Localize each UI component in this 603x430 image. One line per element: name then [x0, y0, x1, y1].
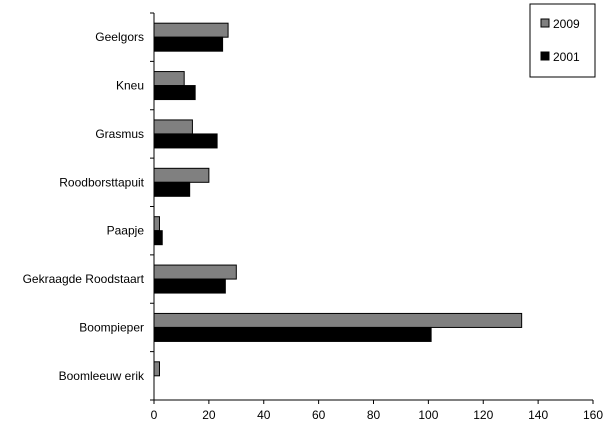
category-label: Gekraagde Roodstaart: [23, 272, 145, 286]
bar-2009-boomleeuw-erik: [153, 361, 160, 377]
category-label: Geelgors: [95, 30, 144, 44]
legend-box: [529, 3, 596, 78]
x-tick-label: 140: [528, 408, 548, 422]
legend-swatch: [540, 18, 550, 28]
bar-2009-paapje: [153, 216, 160, 232]
legend-label: 2009: [553, 17, 580, 31]
x-tick-label: 40: [257, 408, 271, 422]
x-tick-label: 80: [367, 408, 381, 422]
bar-2001-roodborsttapuit: [153, 181, 191, 197]
category-label: Roodborsttapuit: [59, 175, 144, 189]
x-tick-label: 20: [202, 408, 216, 422]
bar-2001-gekraagde-roodstaart: [153, 278, 226, 294]
axes: [150, 12, 594, 404]
bar-2001-geelgors: [153, 36, 224, 52]
x-tick-label: 0: [151, 408, 158, 422]
bar-2009-boompieper: [153, 312, 523, 328]
category-label: Boomleeuw erik: [59, 369, 145, 383]
bars: [153, 22, 523, 377]
category-labels: Geelgors Kneu Grasmus Roodborsttapuit Paapje…: [23, 30, 145, 383]
x-tick-label: 100: [418, 408, 438, 422]
bar-2009-roodborsttapuit: [153, 167, 210, 183]
bar-2009-gekraagde-roodstaart: [153, 264, 237, 280]
category-label: Paapje: [107, 224, 145, 238]
x-tick-label: 120: [473, 408, 493, 422]
bar-2001-boompieper: [153, 326, 432, 342]
bar-2009-geelgors: [153, 22, 229, 38]
legend: 2009 2001: [529, 3, 596, 78]
bar-2009-grasmus: [153, 119, 193, 135]
category-label: Boompieper: [79, 320, 144, 334]
bar-2009-kneu: [153, 71, 185, 87]
bar-2001-grasmus: [153, 133, 218, 149]
x-tick-labels: 0 20 40 60 80 100 120 140 160: [151, 408, 603, 422]
category-label: Grasmus: [95, 127, 144, 141]
x-tick-label: 60: [312, 408, 326, 422]
bar-2001-kneu: [153, 85, 196, 101]
x-tick-label: 160: [583, 408, 603, 422]
bar-2001-paapje: [153, 230, 163, 246]
legend-swatch: [540, 51, 550, 61]
legend-label: 2001: [553, 50, 580, 64]
category-label: Kneu: [116, 79, 144, 93]
